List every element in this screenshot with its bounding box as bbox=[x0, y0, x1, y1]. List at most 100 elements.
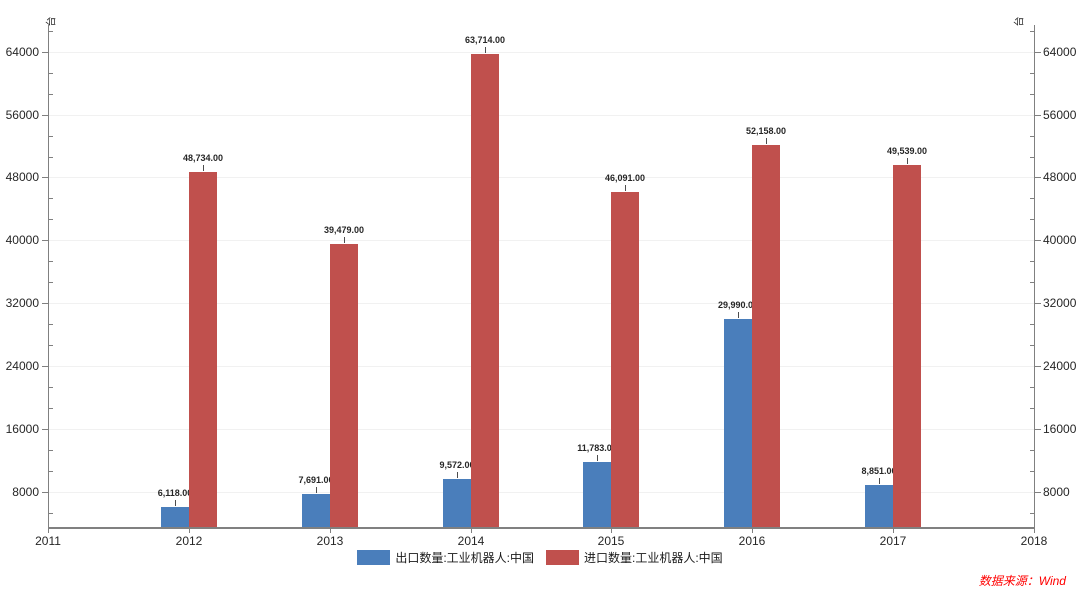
y-major-tick-right bbox=[1035, 492, 1041, 493]
legend-swatch-export bbox=[357, 550, 391, 565]
y-minor-tick-left bbox=[49, 387, 53, 388]
y-minor-tick-left bbox=[49, 282, 53, 283]
y-minor-tick-right bbox=[1030, 136, 1034, 137]
y-axis-label-right: 48000 bbox=[1043, 170, 1077, 184]
y-minor-tick-right bbox=[1030, 513, 1034, 514]
x-axis-label: 2012 bbox=[175, 534, 203, 548]
y-major-tick-right bbox=[1035, 240, 1041, 241]
bar-label-leader bbox=[625, 185, 626, 191]
y-axis-label-right: 40000 bbox=[1043, 233, 1077, 247]
bar-import bbox=[611, 192, 639, 527]
y-axis-unit-right: 台 bbox=[1014, 16, 1026, 27]
y-minor-tick-right bbox=[1030, 387, 1034, 388]
bar-export bbox=[161, 507, 189, 527]
y-minor-tick-left bbox=[49, 345, 53, 346]
bar-label-leader bbox=[316, 487, 317, 493]
bar-label-leader bbox=[597, 455, 598, 461]
y-axis-right bbox=[1034, 25, 1035, 528]
x-axis-label: 2016 bbox=[738, 534, 766, 548]
y-minor-tick-left bbox=[49, 261, 53, 262]
y-major-tick-right bbox=[1035, 115, 1041, 116]
y-major-tick-right bbox=[1035, 366, 1041, 367]
x-axis-tick bbox=[48, 528, 49, 533]
y-minor-tick-right bbox=[1030, 450, 1034, 451]
y-axis-label-left: 16000 bbox=[5, 422, 39, 436]
bar-import bbox=[752, 145, 780, 527]
y-minor-tick-left bbox=[49, 94, 53, 95]
bar-value-label: 49,539.00 bbox=[886, 146, 928, 156]
bar-value-label: 6,118.00 bbox=[157, 488, 193, 498]
y-major-tick-left bbox=[42, 177, 48, 178]
x-axis-tick bbox=[189, 528, 190, 533]
y-axis-label-left: 64000 bbox=[5, 45, 39, 59]
y-axis-label-left: 24000 bbox=[5, 359, 39, 373]
x-axis-tick bbox=[1034, 528, 1035, 533]
bar-label-leader bbox=[766, 138, 767, 144]
bar-import bbox=[330, 244, 358, 527]
y-minor-tick-right bbox=[1030, 261, 1034, 262]
y-major-tick-left bbox=[42, 115, 48, 116]
y-axis-label-left: 48000 bbox=[5, 170, 39, 184]
bar-value-label: 63,714.00 bbox=[464, 35, 506, 45]
y-gridline bbox=[49, 115, 1034, 116]
y-axis-label-left: 32000 bbox=[5, 296, 39, 310]
bar-value-label: 29,990.00 bbox=[717, 300, 759, 310]
y-minor-tick-right bbox=[1030, 324, 1034, 325]
bar-label-leader bbox=[907, 158, 908, 164]
bar-label-leader bbox=[457, 472, 458, 478]
y-minor-tick-left bbox=[49, 157, 53, 158]
bar-import bbox=[893, 165, 921, 527]
y-minor-tick-left bbox=[49, 198, 53, 199]
y-major-tick-left bbox=[42, 52, 48, 53]
x-axis-label: 2015 bbox=[597, 534, 625, 548]
y-gridline bbox=[49, 492, 1034, 493]
y-minor-tick-left bbox=[49, 408, 53, 409]
bar-value-label: 46,091.00 bbox=[604, 173, 646, 183]
y-minor-tick-right bbox=[1030, 94, 1034, 95]
bar-value-label: 52,158.00 bbox=[745, 126, 787, 136]
legend-label-export: 出口数量:工业机器人:中国 bbox=[395, 551, 534, 565]
bar-import bbox=[189, 172, 217, 527]
y-major-tick-right bbox=[1035, 177, 1041, 178]
bar-export bbox=[865, 485, 893, 527]
x-axis-tick bbox=[330, 528, 331, 533]
y-axis-label-left: 40000 bbox=[5, 233, 39, 247]
bar-value-label: 39,479.00 bbox=[323, 225, 365, 235]
bar-value-label: 7,691.00 bbox=[298, 475, 334, 485]
y-gridline bbox=[49, 303, 1034, 304]
y-axis-unit-left: 台 bbox=[46, 16, 58, 27]
y-axis-label-right: 16000 bbox=[1043, 422, 1077, 436]
y-gridline bbox=[49, 240, 1034, 241]
y-minor-tick-left bbox=[49, 324, 53, 325]
y-axis-label-right: 24000 bbox=[1043, 359, 1077, 373]
y-axis-label-left: 56000 bbox=[5, 108, 39, 122]
y-minor-tick-right bbox=[1030, 31, 1034, 32]
legend-item-export: 出口数量:工业机器人:中国 bbox=[357, 549, 534, 566]
legend: 出口数量:工业机器人:中国 进口数量:工业机器人:中国 bbox=[0, 549, 1080, 566]
bar-value-label: 9,572.00 bbox=[439, 460, 475, 470]
bar-label-leader bbox=[175, 500, 176, 506]
x-axis-tick bbox=[893, 528, 894, 533]
y-gridline bbox=[49, 429, 1034, 430]
bar-value-label: 11,783.00 bbox=[577, 443, 617, 453]
y-minor-tick-left bbox=[49, 219, 53, 220]
legend-item-import: 进口数量:工业机器人:中国 bbox=[546, 549, 723, 566]
x-axis-tick bbox=[752, 528, 753, 533]
bar-export bbox=[443, 479, 471, 527]
y-axis-left bbox=[48, 25, 49, 528]
y-axis-label-left: 8000 bbox=[12, 485, 39, 499]
y-minor-tick-right bbox=[1030, 345, 1034, 346]
y-major-tick-left bbox=[42, 366, 48, 367]
y-minor-tick-left bbox=[49, 513, 53, 514]
y-minor-tick-left bbox=[49, 471, 53, 472]
x-axis-label: 2017 bbox=[879, 534, 907, 548]
legend-label-import: 进口数量:工业机器人:中国 bbox=[584, 551, 723, 565]
bar-label-leader bbox=[738, 312, 739, 318]
bar-export bbox=[583, 462, 611, 527]
x-axis-label: 2013 bbox=[316, 534, 344, 548]
bar-label-leader bbox=[879, 478, 880, 484]
bar-value-label: 8,851.00 bbox=[861, 466, 897, 476]
bar-label-leader bbox=[344, 237, 345, 243]
bar-export bbox=[302, 494, 330, 527]
